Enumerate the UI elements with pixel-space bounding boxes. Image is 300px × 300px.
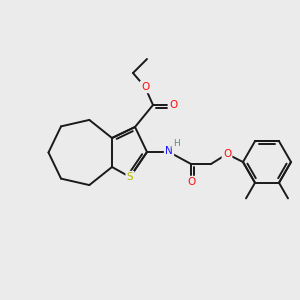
Text: O: O <box>141 82 149 92</box>
Text: O: O <box>223 149 231 159</box>
Text: O: O <box>169 100 177 110</box>
Text: S: S <box>127 172 133 182</box>
Text: H: H <box>172 139 179 148</box>
Text: N: N <box>165 146 173 156</box>
Text: O: O <box>187 177 195 187</box>
